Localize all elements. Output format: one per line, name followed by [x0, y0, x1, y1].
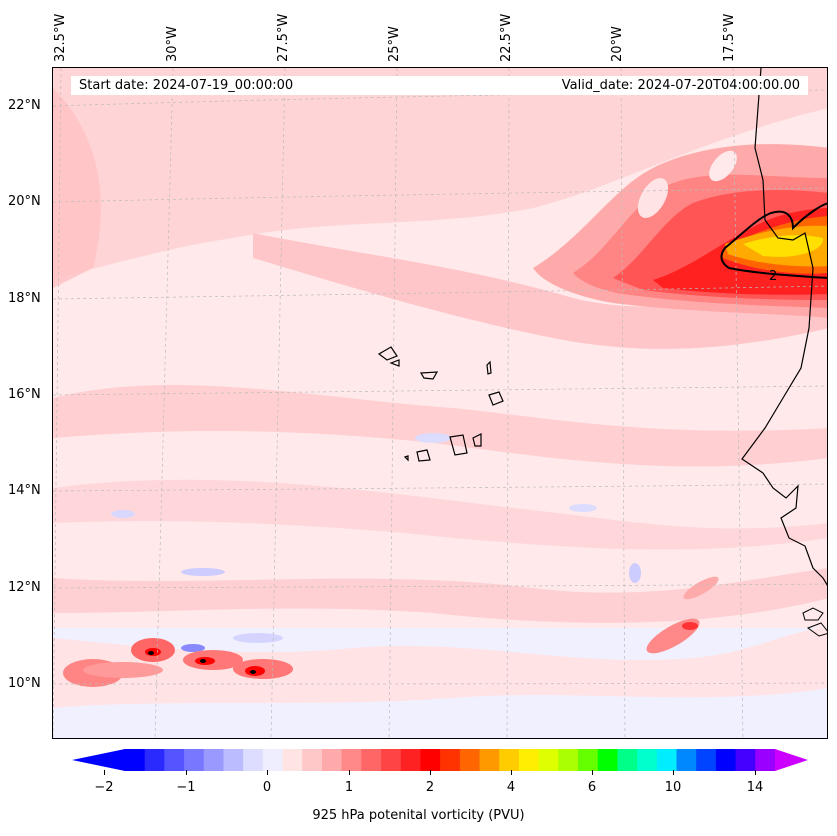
- colorbar-cell: [735, 749, 756, 771]
- colorbar-tickmark: [511, 770, 512, 775]
- colorbar-cell: [381, 749, 402, 771]
- lat-label: 18°N: [8, 291, 41, 306]
- colorbar-tickmark: [430, 770, 431, 775]
- lon-label: 25°W: [387, 26, 402, 62]
- colorbar-label: 925 hPa potenital vorticity (PVU): [312, 808, 525, 823]
- colorbar-cell: [597, 749, 618, 771]
- colorbar-cell: [696, 749, 717, 771]
- map-plot-area[interactable]: 2 Start date: 2024-07-19_00:00:00 Valid_…: [52, 67, 828, 739]
- lon-label: 30°W: [165, 26, 180, 62]
- colorbar-cell: [223, 749, 244, 771]
- lat-label: 22°N: [8, 98, 41, 113]
- colorbar-cell: [361, 749, 382, 771]
- colorbar-tickmark: [267, 770, 268, 775]
- colorbar-tick-label: −2: [94, 780, 114, 795]
- colorbar-cell: [637, 749, 658, 771]
- colorbar-tick-label: 0: [262, 780, 272, 795]
- colorbar-cell: [420, 749, 441, 771]
- colorbar-cell: [243, 749, 264, 771]
- colorbar-tick-label: −1: [176, 780, 196, 795]
- colorbar-cell: [164, 749, 185, 771]
- colorbar-cell: [518, 749, 540, 771]
- colorbar-cell: [184, 749, 205, 771]
- lat-label: 20°N: [8, 194, 41, 209]
- lon-label: 22.5°W: [499, 13, 514, 62]
- colorbar-tick-label: 6: [587, 780, 597, 795]
- colorbar-cell: [755, 749, 776, 771]
- colorbar-tickmark: [592, 770, 593, 775]
- colorbar-tickmark: [104, 770, 105, 775]
- colorbar-cell: [203, 749, 224, 771]
- colorbar-extend-low: [72, 749, 125, 771]
- lat-label: 14°N: [8, 483, 41, 498]
- colorbar-tick-label: 14: [746, 780, 764, 795]
- colorbar-cell: [499, 749, 520, 771]
- lon-label: 27.5°W: [276, 13, 291, 62]
- info-bar: Start date: 2024-07-19_00:00:00 Valid_da…: [71, 76, 808, 95]
- colorbar-tickmark: [755, 770, 756, 775]
- colorbar-extend-high: [775, 749, 808, 771]
- lat-label: 16°N: [8, 387, 41, 402]
- colorbar-tick-label: 4: [506, 780, 516, 795]
- lon-label: 32.5°W: [53, 13, 68, 62]
- colorbar-tickmark: [673, 770, 674, 775]
- colorbar-cell: [440, 749, 461, 771]
- lat-label: 10°N: [8, 676, 41, 691]
- contour-label: 2: [769, 269, 777, 284]
- colorbar-tick-label: 10: [664, 780, 682, 795]
- colorbar-cell: [578, 749, 599, 771]
- colorbar-tickmark: [186, 770, 187, 775]
- valid-date: Valid_date: 2024-07-20T04:00:00.00: [561, 78, 800, 93]
- start-date: Start date: 2024-07-19_00:00:00: [79, 78, 294, 93]
- lon-label: 17.5°W: [722, 13, 737, 62]
- colorbar-cell: [479, 749, 500, 771]
- colorbar-cell: [558, 749, 579, 771]
- colorbar-cell: [676, 749, 697, 771]
- colorbar-cell: [144, 749, 165, 771]
- colorbar-cell: [715, 749, 737, 771]
- colorbar-cell: [538, 749, 559, 771]
- pv-contour-field: 2: [53, 68, 827, 738]
- colorbar-cell: [341, 749, 362, 771]
- colorbar-cell: [617, 749, 638, 771]
- colorbar-tick-label: 1: [344, 780, 354, 795]
- colorbar-cell: [302, 749, 323, 771]
- colorbar-cell: [321, 749, 343, 771]
- colorbar-cell: [282, 749, 303, 771]
- colorbar-cell: [459, 749, 481, 771]
- lat-label: 12°N: [8, 580, 41, 595]
- colorbar: [72, 749, 808, 771]
- colorbar-cell: [125, 749, 146, 771]
- colorbar-cell: [262, 749, 284, 771]
- lon-label: 20°W: [610, 26, 625, 62]
- colorbar-tick-label: 2: [425, 780, 435, 795]
- colorbar-cell: [656, 749, 678, 771]
- colorbar-cell: [400, 749, 421, 771]
- colorbar-tickmark: [349, 770, 350, 775]
